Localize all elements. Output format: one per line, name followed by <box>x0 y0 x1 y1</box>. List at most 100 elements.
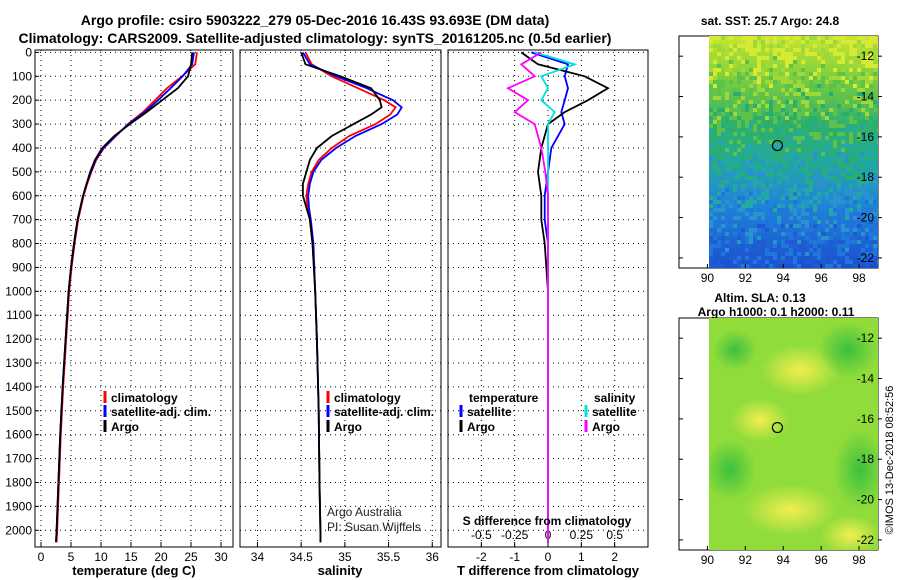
sst-pixel <box>821 224 825 228</box>
sst-pixel <box>877 264 878 268</box>
sst-pixel <box>829 180 833 184</box>
sst-pixel <box>713 196 717 200</box>
lon-tick-label: 94 <box>777 271 791 285</box>
sst-pixel <box>765 228 769 232</box>
sst-pixel <box>813 84 817 88</box>
sst-pixel <box>745 240 749 244</box>
sst-pixel <box>845 240 849 244</box>
sst-pixel <box>873 100 877 104</box>
sst-pixel <box>829 128 833 132</box>
sst-pixel <box>809 188 813 192</box>
sst-pixel <box>813 140 817 144</box>
series-s-argo <box>506 51 549 543</box>
sst-pixel <box>789 132 793 136</box>
sst-pixel <box>845 192 849 196</box>
sst-pixel <box>741 132 745 136</box>
sst-pixel <box>737 216 741 220</box>
sst-pixel <box>873 144 877 148</box>
sst-pixel <box>865 92 869 96</box>
sst-pixel <box>793 92 797 96</box>
sst-pixel <box>861 248 865 252</box>
sst-pixel <box>717 264 721 268</box>
sst-lat-axis: -12-14-16-18-20-22 <box>679 49 882 265</box>
sst-pixel <box>857 140 861 144</box>
sst-pixel <box>841 224 845 228</box>
sst-pixel <box>841 36 845 40</box>
sst-pixel <box>789 124 793 128</box>
sst-pixel <box>717 108 721 112</box>
sst-pixel <box>825 168 829 172</box>
sst-pixel <box>853 44 857 48</box>
sst-pixel <box>733 184 737 188</box>
sst-pixel <box>801 188 805 192</box>
sst-pixel <box>853 152 857 156</box>
sst-pixel <box>797 164 801 168</box>
sst-pixel <box>713 132 717 136</box>
sst-pixel <box>821 236 825 240</box>
sst-pixel <box>805 120 809 124</box>
x-tick-label: 25 <box>184 550 198 564</box>
sst-pixel <box>713 216 717 220</box>
y-tick-label: 900 <box>12 260 32 274</box>
sst-pixel <box>773 56 777 60</box>
sst-pixel <box>777 260 781 264</box>
sst-pixel <box>873 156 877 160</box>
sst-pixel <box>737 136 741 140</box>
sst-pixel <box>725 92 729 96</box>
sst-pixel <box>797 124 801 128</box>
sst-pixel <box>729 248 733 252</box>
sst-pixel <box>745 184 749 188</box>
sst-pixel <box>837 72 841 76</box>
sst-pixel <box>821 152 825 156</box>
sst-pixel <box>849 124 853 128</box>
sst-pixel <box>861 124 865 128</box>
sst-field <box>709 36 878 268</box>
sst-pixel <box>753 48 757 52</box>
sst-pixel <box>797 80 801 84</box>
sst-pixel <box>837 224 841 228</box>
sst-pixel <box>713 224 717 228</box>
sst-pixel <box>729 144 733 148</box>
sst-pixel <box>877 208 878 212</box>
lat-tick-label: -12 <box>857 331 875 345</box>
sst-pixel <box>877 44 878 48</box>
sst-pixel <box>833 232 837 236</box>
sst-pixel <box>821 104 825 108</box>
sst-pixel <box>717 116 721 120</box>
sst-pixel <box>785 260 789 264</box>
sst-pixel <box>841 232 845 236</box>
sst-pixel <box>749 36 753 40</box>
sst-pixel <box>749 192 753 196</box>
sst-pixel <box>765 252 769 256</box>
temperature-lines <box>55 52 198 543</box>
sst-pixel <box>737 56 741 60</box>
sst-pixel <box>841 124 845 128</box>
sst-pixel <box>809 212 813 216</box>
sst-pixel <box>733 152 737 156</box>
sst-pixel <box>821 120 825 124</box>
sst-pixel <box>729 96 733 100</box>
sst-pixel <box>793 128 797 132</box>
sst-pixel <box>877 220 878 224</box>
sst-pixel <box>709 72 713 76</box>
sst-pixel <box>745 200 749 204</box>
sst-pixel <box>833 48 837 52</box>
sst-pixel <box>797 224 801 228</box>
sst-pixel <box>737 236 741 240</box>
sst-pixel <box>837 164 841 168</box>
sst-pixel <box>785 80 789 84</box>
sst-pixel <box>713 148 717 152</box>
sst-pixel <box>741 264 745 268</box>
sst-pixel <box>813 256 817 260</box>
sst-pixel <box>801 56 805 60</box>
sst-pixel <box>877 56 878 60</box>
sst-pixel <box>849 208 853 212</box>
sst-pixel <box>845 112 849 116</box>
sst-pixel <box>741 244 745 248</box>
sst-pixel <box>785 64 789 68</box>
sst-pixel <box>833 108 837 112</box>
sst-pixel <box>741 172 745 176</box>
sst-pixel <box>857 112 861 116</box>
sst-pixel <box>745 256 749 260</box>
sst-pixel <box>809 116 813 120</box>
